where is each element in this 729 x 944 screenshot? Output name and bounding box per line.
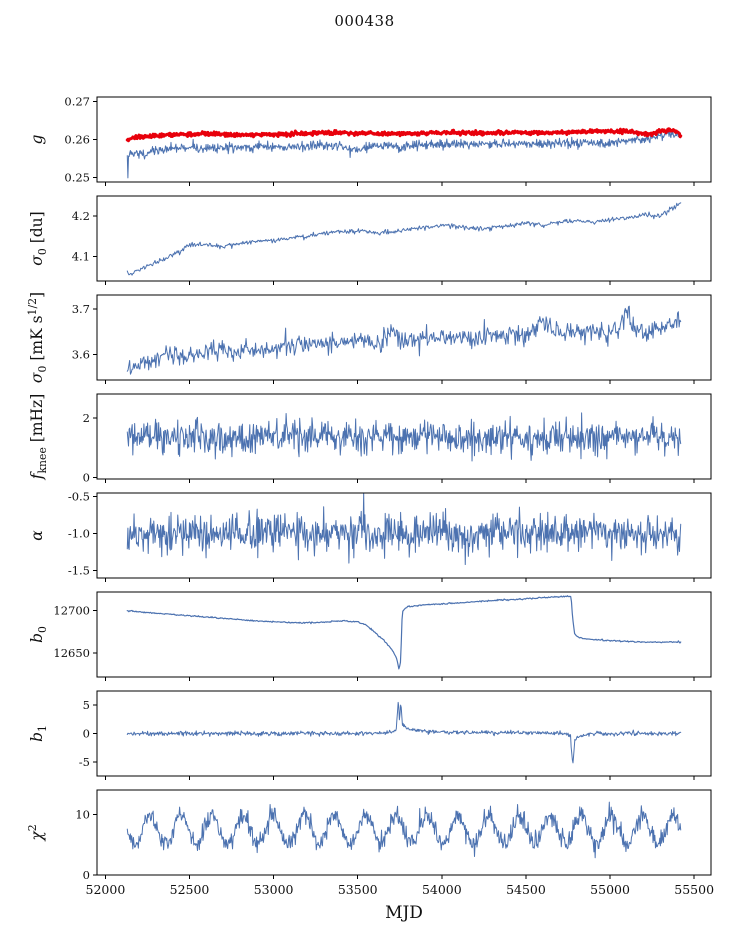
axes-frame <box>96 393 712 480</box>
axes-frame <box>96 195 712 282</box>
y-tick-label: 4.1 <box>72 250 90 264</box>
x-tick-label: 53000 <box>254 882 294 897</box>
panels-container: 0.25 0.26 0.27 g 4.1 4.2 σ0 [du] 3.6 3.7 σ0 [mK s… <box>0 95 729 924</box>
panel-alpha: -1.5 -1.0 -0.5 α <box>28 490 712 582</box>
y-axis-label-sigma0-du: σ0 [du] <box>28 211 49 265</box>
y-tick-label: 0 <box>83 471 90 485</box>
panel-sigma0-mks: 3.6 3.7 σ0 [mK s1/2] <box>26 292 712 384</box>
y-tick-label: 12700 <box>53 604 90 618</box>
g-raw <box>126 128 682 179</box>
x-tick-label: 54000 <box>422 882 462 897</box>
x-tick-label: 53500 <box>338 882 378 897</box>
b1-line <box>126 701 682 764</box>
b0-line <box>126 595 682 670</box>
chi2-line <box>126 801 682 859</box>
y-axis-label-sigma0-mks: σ0 [mK s1/2] <box>26 292 49 383</box>
y-tick-label: 4.2 <box>72 209 90 223</box>
y-axis-label-alpha: α <box>28 530 46 541</box>
panel-chi2: 0 10 52000 52500 53000 53500 54000 54500 55000 55… <box>26 789 714 923</box>
y-axis-label-b0: b0 <box>28 626 49 643</box>
y-tick-label: 3.7 <box>72 302 90 316</box>
y-axis-label-fknee: fknee [mHz] <box>28 394 49 481</box>
y-tick-label: -5 <box>79 755 90 769</box>
y-axis-label-b1: b1 <box>28 725 49 742</box>
sigma0-du-line <box>126 202 682 276</box>
alpha-line <box>126 493 682 566</box>
axes-frame <box>96 294 712 381</box>
x-tick-label: 52500 <box>170 882 210 897</box>
x-tick-label: 55000 <box>590 882 630 897</box>
panel-b1: -5 0 5 b1 <box>28 690 712 780</box>
y-tick-label: 12650 <box>53 646 90 660</box>
y-tick-label: 0.27 <box>64 95 90 109</box>
y-tick-label: 0.25 <box>64 170 90 184</box>
y-tick-label: -0.5 <box>68 490 90 504</box>
fknee-line <box>126 412 682 462</box>
panel-g: 0.25 0.26 0.27 g <box>28 95 712 186</box>
y-tick-label: 5 <box>83 698 90 712</box>
axes-frame <box>96 492 712 579</box>
figure-title: 000438 <box>334 12 395 30</box>
axes-frame <box>96 591 712 678</box>
x-tick-label: 54500 <box>506 882 546 897</box>
y-tick-label: 2 <box>83 411 90 425</box>
g-smoothed <box>125 127 683 143</box>
panel-sigma0-du: 4.1 4.2 σ0 [du] <box>28 195 712 285</box>
panel-fknee: 0 2 fknee [mHz] <box>28 393 712 485</box>
y-tick-label: 0 <box>83 868 90 882</box>
sigma0-mks-line <box>126 305 682 375</box>
x-axis-label: MJD <box>385 903 423 923</box>
x-tick-label: 55500 <box>674 882 714 897</box>
y-axis-label-g: g <box>28 134 46 144</box>
panel-b0: 12650 12700 b0 <box>28 591 712 681</box>
axes-frame <box>96 789 712 876</box>
y-tick-label: 0 <box>83 727 90 741</box>
y-axis-label-chi2: χ2 <box>26 824 46 841</box>
y-tick-label: 0.26 <box>64 133 90 147</box>
y-tick-label: 3.6 <box>72 348 90 362</box>
y-tick-label: 10 <box>75 807 90 821</box>
x-tick-label: 52000 <box>86 882 126 897</box>
y-tick-label: -1.5 <box>68 564 90 578</box>
y-tick-label: -1.0 <box>68 527 90 541</box>
